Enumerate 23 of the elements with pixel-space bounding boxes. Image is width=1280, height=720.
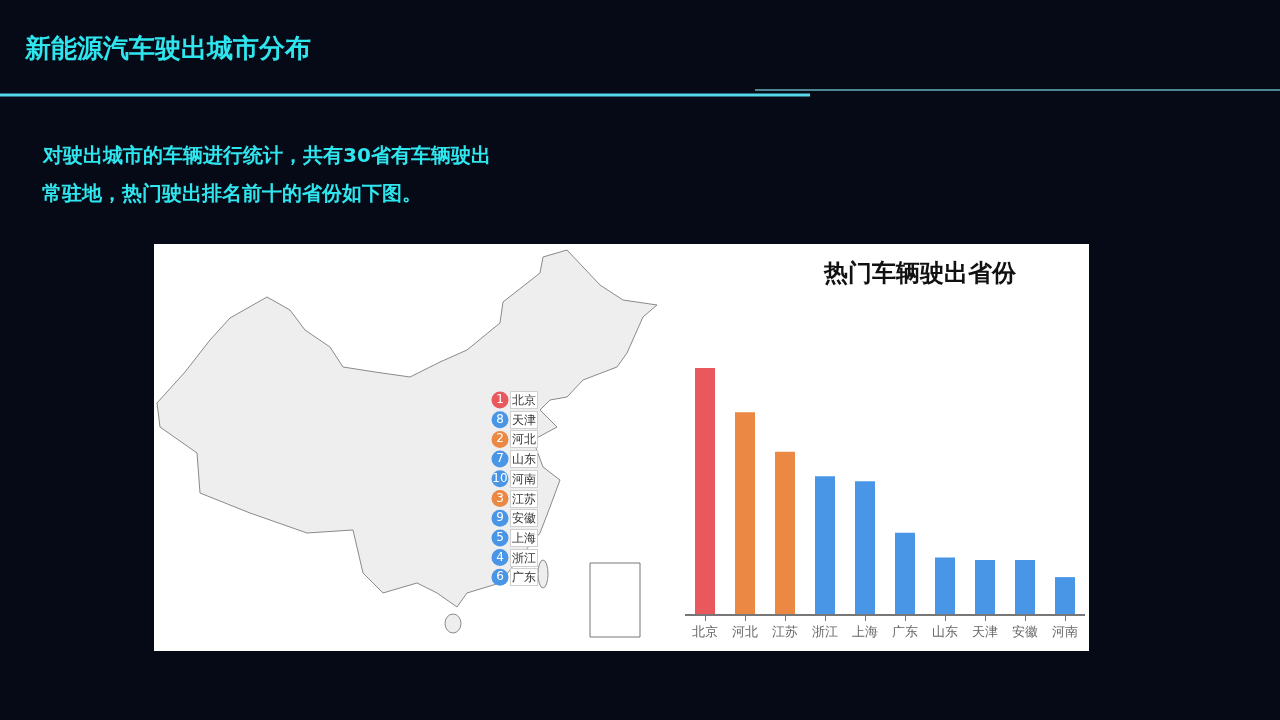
bar [815, 476, 835, 614]
bar [935, 557, 955, 614]
bar [1015, 559, 1035, 614]
bar [1055, 577, 1075, 614]
x-tick-label: 河北 [732, 624, 758, 640]
x-tick-label: 北京 [692, 624, 718, 640]
x-tick-label: 天津 [972, 624, 998, 640]
chart-title: 热门车辆驶出省份 [823, 259, 1017, 287]
bar [975, 559, 995, 614]
x-tick-label: 山东 [932, 624, 958, 640]
bar [695, 368, 715, 614]
x-tick-label: 安徽 [1012, 624, 1038, 640]
bar [735, 412, 755, 614]
bar [855, 481, 875, 614]
x-tick-label: 河南 [1052, 624, 1078, 640]
x-tick-label: 江苏 [772, 624, 798, 640]
text: 对驶出城市的车辆进行统计，共有30省有车辆驶出常驻地，热门驶出排名前十的省份如下图。 [42, 143, 491, 205]
x-tick-label: 上海 [852, 624, 878, 640]
text: 新能源汽车驶出城市分布 [24, 33, 311, 63]
x-tick-label: 浙江 [812, 624, 838, 640]
bar [895, 532, 915, 614]
x-tick-label: 广东 [892, 624, 918, 640]
bar [775, 451, 795, 614]
